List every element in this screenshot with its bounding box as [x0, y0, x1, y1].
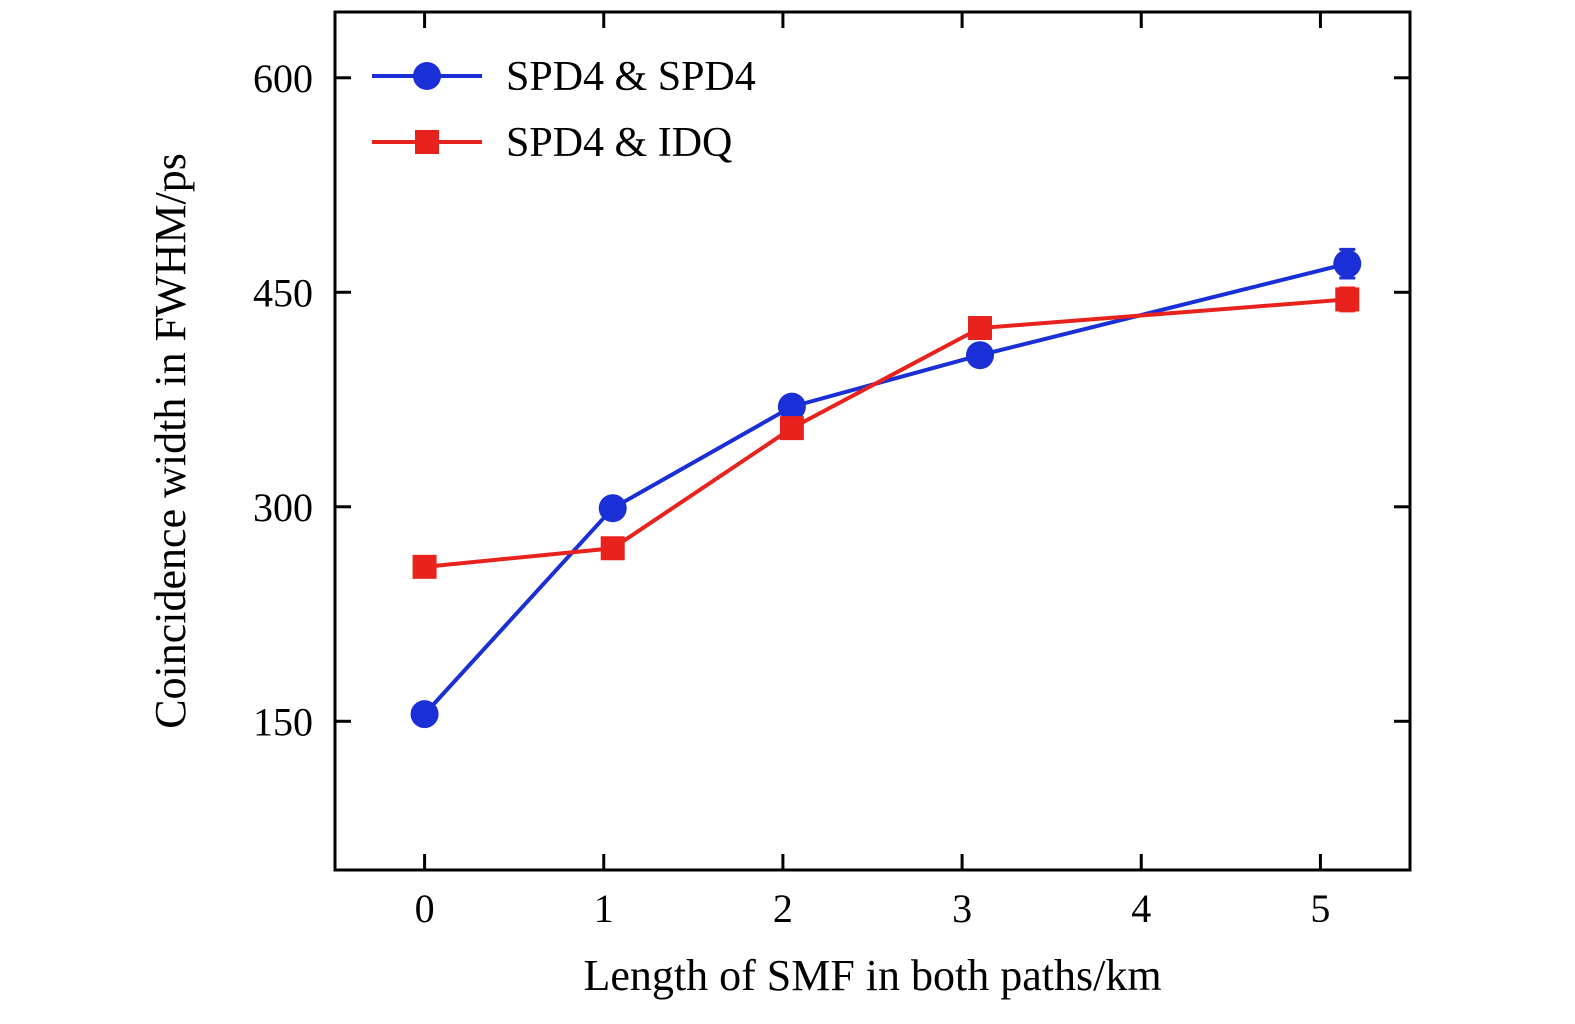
x-tick-label: 4: [1131, 886, 1151, 931]
x-tick-label: 1: [594, 886, 614, 931]
marker-square: [600, 536, 625, 561]
x-axis-label: Length of SMF in both paths/km: [583, 951, 1161, 1000]
marker-circle: [1333, 249, 1362, 278]
marker-square: [779, 416, 804, 441]
marker-circle: [966, 341, 994, 370]
marker-square: [968, 316, 992, 341]
x-tick-label: 0: [415, 886, 435, 931]
x-tick-label: 5: [1310, 886, 1330, 931]
marker-circle: [598, 494, 627, 523]
y-tick-label: 150: [253, 699, 313, 744]
x-tick-label: 2: [773, 886, 793, 931]
plot-frame: [333, 10, 1412, 872]
y-tick-label: 450: [253, 270, 313, 315]
y-tick-label: 600: [253, 56, 313, 101]
y-tick-label: 300: [253, 485, 313, 530]
legend-label: SPD4 & SPD4: [506, 54, 756, 100]
marker-circle: [410, 700, 439, 729]
x-tick-label: 3: [952, 886, 972, 931]
series-line-0: [423, 261, 1348, 716]
legend-marker-circle: [413, 62, 441, 90]
legend-marker-square: [415, 130, 439, 154]
series-line-1: [424, 297, 1348, 569]
marker-circle: [777, 392, 806, 421]
marker-square: [1335, 287, 1360, 312]
y-axis-label: Coincidence width in FWHM/ps: [146, 153, 195, 729]
marker-square: [412, 554, 437, 579]
legend-label: SPD4 & IDQ: [506, 120, 732, 166]
